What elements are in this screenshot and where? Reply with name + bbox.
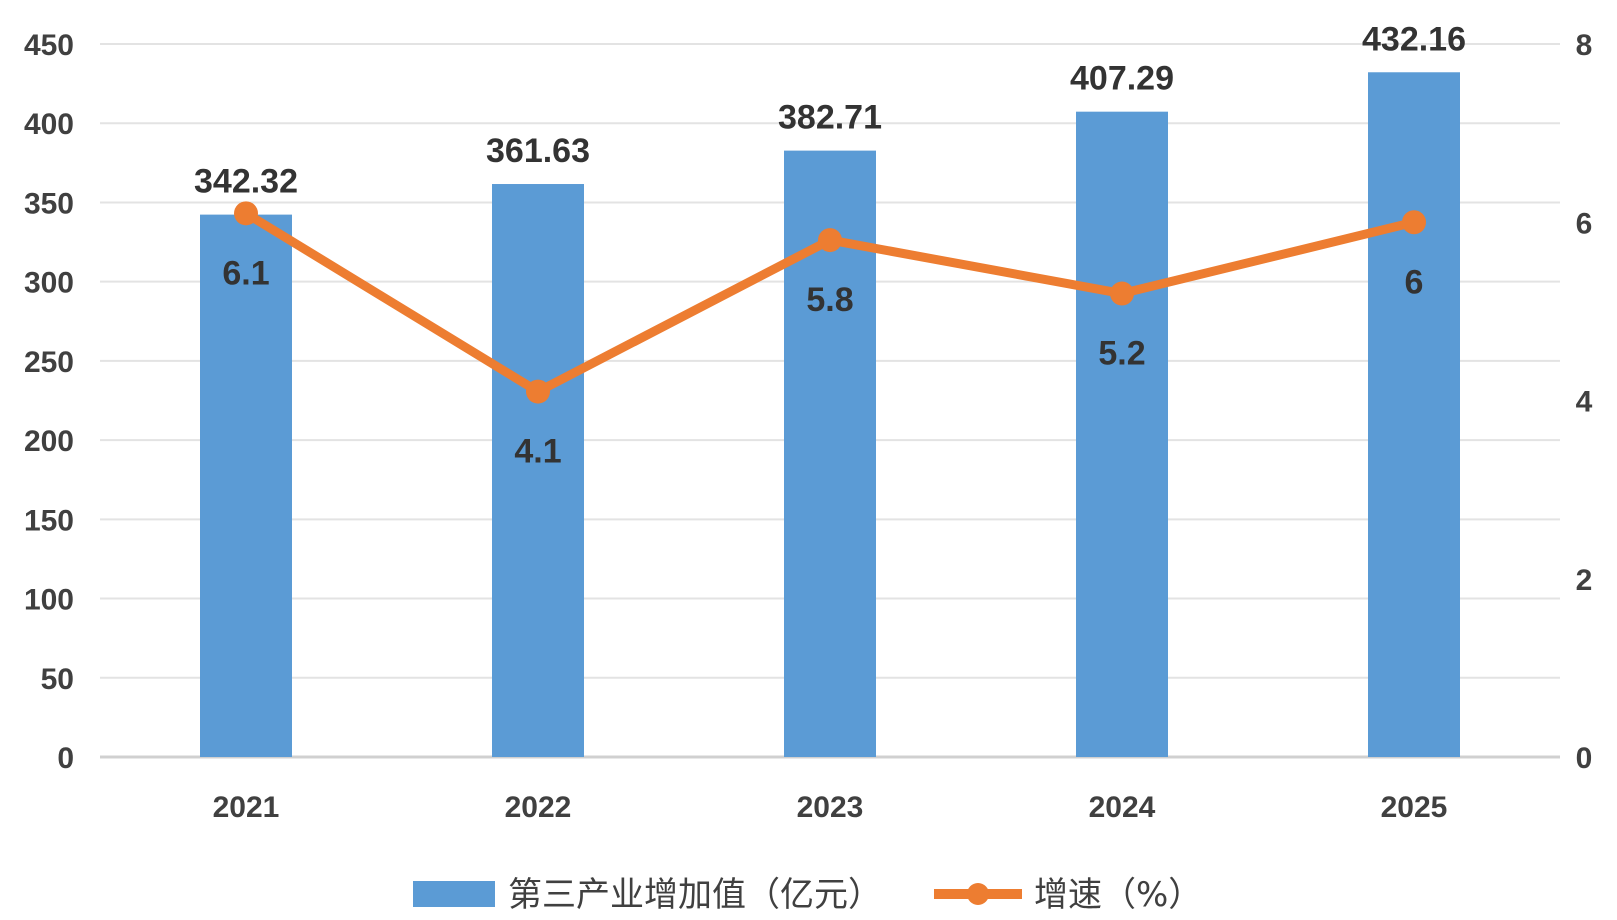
bar (1368, 72, 1460, 758)
bar (492, 184, 584, 758)
line-point (234, 201, 258, 226)
bar (200, 214, 292, 757)
x-axis-ticks: 2021 2022 2023 2024 2025 (213, 791, 1448, 824)
y-right-tick-label: 2 (1576, 564, 1593, 597)
line-series (234, 201, 1426, 404)
y-right-tick-label: 4 (1576, 386, 1593, 419)
legend-swatch-bar (413, 881, 495, 907)
bar-value-label: 361.63 (486, 132, 590, 170)
x-tick-label: 2024 (1089, 791, 1156, 824)
line-point (1110, 281, 1134, 306)
y-right-tick-label: 8 (1576, 29, 1593, 62)
line-point (1402, 210, 1426, 235)
y-left-tick-label: 200 (24, 425, 74, 458)
line-value-label: 5.8 (806, 281, 853, 319)
line-value-label: 4.1 (514, 433, 561, 471)
left-axis-ticks: 0 50 100 150 200 250 300 350 400 450 (24, 29, 74, 775)
line-value-label: 6.1 (222, 254, 269, 292)
bar-series (200, 72, 1460, 758)
y-left-tick-label: 250 (24, 346, 74, 379)
data-labels: 342.32 361.63 382.71 407.29 432.16 6.1 4.1 5.8 5… (194, 20, 1466, 470)
y-left-tick-label: 100 (24, 584, 74, 617)
y-left-tick-label: 150 (24, 504, 74, 537)
bar-value-label: 342.32 (194, 163, 298, 201)
y-left-tick-label: 300 (24, 267, 74, 300)
legend-label-bar: 第三产业增加值（亿元） (508, 875, 882, 915)
y-left-tick-label: 0 (57, 742, 74, 775)
y-left-tick-label: 350 (24, 187, 74, 220)
line-point (818, 228, 842, 253)
legend-label-line: 增速（%） (1034, 875, 1202, 915)
line-value-label: 6 (1405, 263, 1424, 301)
bar (1076, 111, 1168, 757)
x-tick-label: 2023 (797, 791, 864, 824)
x-tick-label: 2022 (505, 791, 572, 824)
y-left-tick-label: 400 (24, 108, 74, 141)
legend-marker-line (967, 883, 989, 905)
line-point (526, 379, 550, 404)
y-left-tick-label: 50 (41, 663, 74, 696)
line-value-label: 5.2 (1098, 335, 1145, 373)
legend: 第三产业增加值（亿元） 增速（%） (413, 875, 1202, 915)
bar-value-label: 382.71 (778, 99, 882, 137)
bar-value-label: 432.16 (1362, 20, 1466, 58)
x-tick-label: 2025 (1381, 791, 1448, 824)
x-tick-label: 2021 (213, 791, 280, 824)
y-left-tick-label: 450 (24, 29, 74, 62)
right-axis-ticks: 0 2 4 6 8 (1576, 29, 1593, 775)
y-right-tick-label: 0 (1576, 742, 1593, 775)
y-right-tick-label: 6 (1576, 207, 1593, 240)
bar-value-label: 407.29 (1070, 60, 1174, 98)
